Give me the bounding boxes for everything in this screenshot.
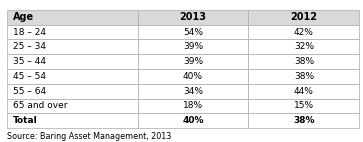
- Text: Age: Age: [13, 12, 34, 22]
- Bar: [248, 39, 359, 54]
- Text: 34%: 34%: [183, 87, 203, 96]
- Bar: [138, 39, 248, 54]
- Text: 2013: 2013: [179, 12, 207, 22]
- Text: 25 – 34: 25 – 34: [13, 42, 46, 51]
- Bar: [7, 113, 138, 128]
- Bar: [7, 99, 138, 113]
- Bar: [7, 54, 138, 69]
- Bar: [138, 113, 248, 128]
- Text: 54%: 54%: [183, 28, 203, 37]
- Text: 18%: 18%: [183, 101, 203, 110]
- Bar: [7, 25, 138, 39]
- Bar: [248, 25, 359, 39]
- Text: 40%: 40%: [183, 72, 203, 81]
- Bar: [248, 54, 359, 69]
- Bar: [7, 69, 138, 84]
- Text: 39%: 39%: [183, 42, 203, 51]
- Bar: [248, 10, 359, 25]
- Text: 65 and over: 65 and over: [13, 101, 67, 110]
- Bar: [138, 69, 248, 84]
- Bar: [7, 10, 138, 25]
- Text: 55 – 64: 55 – 64: [13, 87, 46, 96]
- Text: 39%: 39%: [183, 57, 203, 66]
- Text: 15%: 15%: [294, 101, 314, 110]
- Text: Source: Baring Asset Management, 2013: Source: Baring Asset Management, 2013: [7, 132, 171, 141]
- Text: 38%: 38%: [294, 57, 314, 66]
- Text: 18 – 24: 18 – 24: [13, 28, 46, 37]
- Bar: [138, 54, 248, 69]
- Bar: [248, 113, 359, 128]
- Bar: [248, 84, 359, 99]
- Text: 44%: 44%: [294, 87, 314, 96]
- Bar: [138, 99, 248, 113]
- Text: 35 – 44: 35 – 44: [13, 57, 46, 66]
- Text: 32%: 32%: [294, 42, 314, 51]
- Text: 45 – 54: 45 – 54: [13, 72, 46, 81]
- Bar: [7, 84, 138, 99]
- Text: 40%: 40%: [182, 116, 204, 125]
- Text: 38%: 38%: [293, 116, 315, 125]
- Text: 42%: 42%: [294, 28, 314, 37]
- Bar: [248, 99, 359, 113]
- Bar: [138, 10, 248, 25]
- Bar: [138, 25, 248, 39]
- Bar: [7, 39, 138, 54]
- Text: Total: Total: [13, 116, 37, 125]
- Text: 2012: 2012: [290, 12, 317, 22]
- Text: 38%: 38%: [294, 72, 314, 81]
- Bar: [138, 84, 248, 99]
- Bar: [248, 69, 359, 84]
